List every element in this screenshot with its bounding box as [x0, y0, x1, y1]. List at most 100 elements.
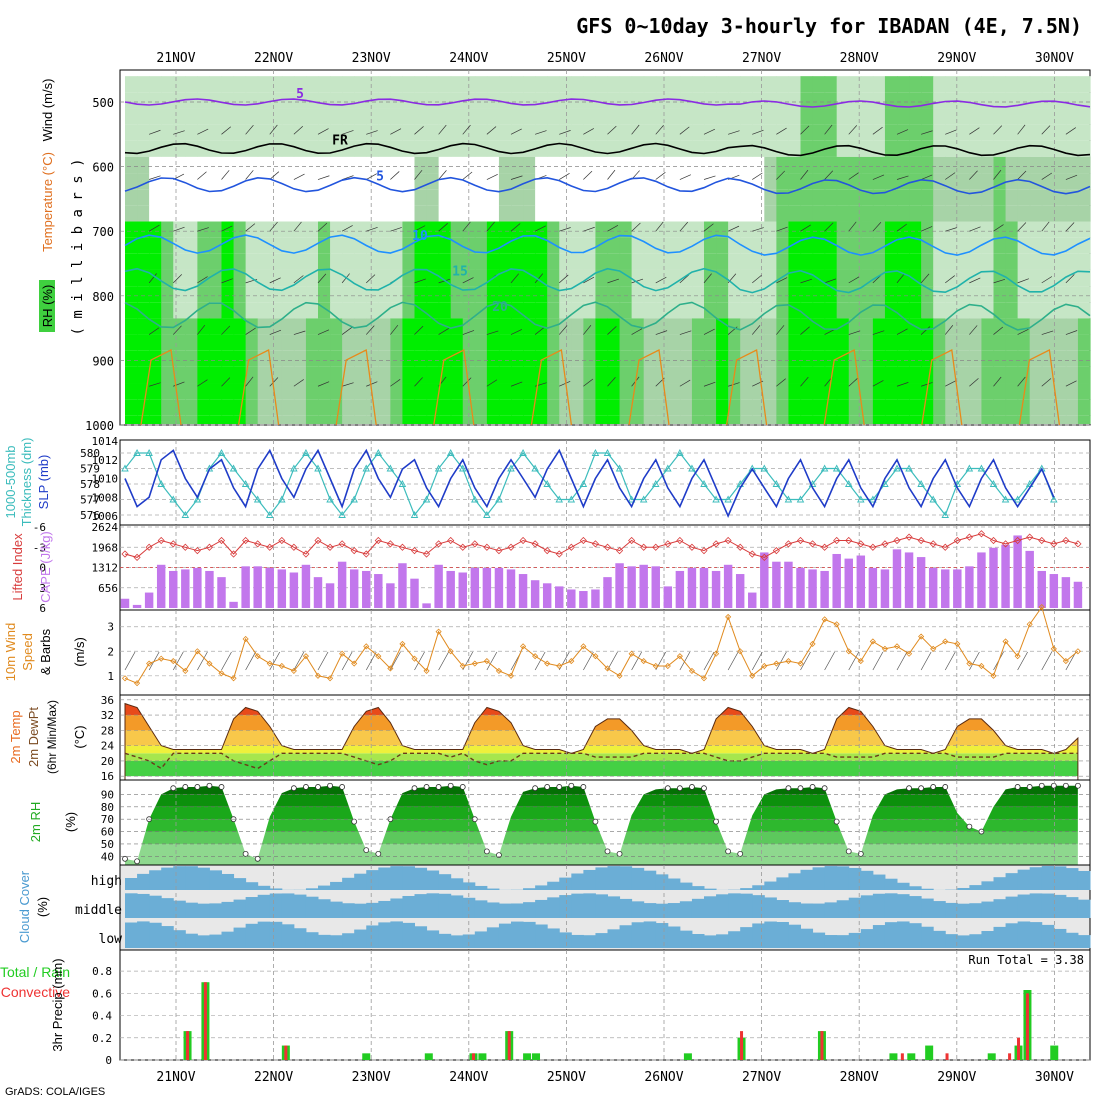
rh-cell	[740, 173, 753, 190]
wind-barb	[148, 224, 160, 232]
rh-cell	[872, 350, 886, 367]
rh-cell	[197, 221, 211, 238]
rh-cell	[269, 383, 283, 400]
rh-cell	[1005, 399, 1019, 416]
rh-point	[918, 785, 925, 792]
rh-cell	[691, 205, 705, 222]
cloud-cover-bar	[486, 902, 500, 918]
cloud-cover-bar	[1053, 894, 1067, 918]
rh-cell	[800, 366, 814, 384]
rh-point	[737, 850, 744, 857]
rh-cell	[366, 383, 379, 400]
rh-cell	[281, 156, 295, 174]
rh-cell	[872, 173, 886, 190]
rh-cell	[426, 140, 440, 157]
rh-cell	[209, 399, 223, 416]
rh-cell	[390, 350, 404, 367]
rh-cell	[257, 350, 271, 367]
wind-barb	[920, 226, 933, 232]
rh-cell	[643, 156, 657, 174]
thickness-point	[977, 464, 986, 472]
rh-cell	[1065, 334, 1079, 351]
rh-cell	[619, 221, 633, 238]
panel5-ylabel-units: (°C)	[72, 725, 87, 748]
rh-cell	[909, 350, 922, 367]
wind-barb	[583, 378, 594, 387]
cloud-cover-bar	[836, 900, 850, 918]
rh-cell	[547, 108, 560, 125]
rh-cell	[981, 350, 995, 367]
rh-cell	[378, 318, 391, 335]
rh-cell	[848, 237, 862, 254]
rh-cell	[257, 221, 271, 238]
rh-cell	[257, 366, 271, 384]
rh-cell	[583, 140, 597, 157]
rh-cell	[378, 383, 391, 400]
rh-cell	[245, 302, 259, 319]
wind-barb	[896, 382, 909, 387]
cloud-cover-bar	[595, 867, 608, 890]
thickness-point	[278, 495, 286, 503]
rh-cell	[547, 76, 560, 93]
rh-cell	[1065, 173, 1079, 190]
rh-cell	[281, 189, 295, 206]
rh-cell	[716, 399, 729, 416]
rh-cell	[305, 92, 319, 109]
rh-point	[556, 784, 563, 790]
rh-cell	[161, 92, 174, 109]
rh-cell	[848, 205, 862, 222]
lifted-index-point	[266, 543, 274, 551]
rh-cell	[257, 189, 271, 206]
rh-cell	[691, 286, 705, 303]
rh-cell	[354, 366, 367, 384]
rh-cell	[836, 221, 850, 238]
rh-cell	[233, 124, 247, 141]
rh-cell	[1017, 108, 1031, 125]
thickness-point	[458, 464, 467, 472]
rh-cell	[571, 76, 584, 93]
rh-cell	[293, 286, 307, 303]
rh-cell	[812, 350, 826, 367]
rh-cell	[993, 92, 1007, 109]
rh-cell	[933, 334, 946, 351]
rh-cell	[378, 189, 391, 206]
rh-cell	[257, 92, 271, 109]
rh-cell	[981, 286, 995, 303]
rh-cell	[305, 76, 319, 93]
rh-cell	[957, 366, 970, 384]
rh-cell	[776, 173, 790, 190]
rh-cell	[1065, 253, 1079, 270]
rh-cell	[149, 205, 162, 222]
rh-cell	[788, 350, 802, 367]
cape-bar	[735, 574, 745, 608]
lifted-index-point	[519, 536, 527, 545]
rh-cell	[824, 318, 838, 335]
wind-speed-point	[387, 665, 394, 672]
wind-barb	[559, 381, 571, 387]
wind-barb	[558, 325, 568, 335]
rh-cell	[390, 399, 404, 416]
rh-cell	[812, 415, 826, 424]
rh-tick-label: 90	[101, 788, 114, 801]
rh-cell	[872, 302, 886, 319]
rh-cell	[498, 205, 512, 222]
rh-cell	[933, 269, 946, 287]
rh-cell	[860, 286, 874, 303]
rh-cell	[486, 156, 500, 174]
thickness-point	[374, 449, 383, 456]
rh-cell	[728, 221, 741, 238]
rh-cell	[1077, 189, 1091, 206]
rh-cell	[969, 124, 983, 141]
surface-wind-barb	[486, 651, 498, 671]
rh-cell	[1077, 415, 1091, 424]
wind-barb	[534, 273, 544, 284]
rh-cell	[848, 140, 862, 157]
rh-cell	[872, 92, 886, 109]
rh-cell	[921, 302, 934, 319]
rh-cell	[872, 334, 886, 351]
rh-cell	[197, 76, 211, 93]
rh-cell	[233, 221, 247, 238]
cloud-cover-bar	[209, 934, 222, 948]
